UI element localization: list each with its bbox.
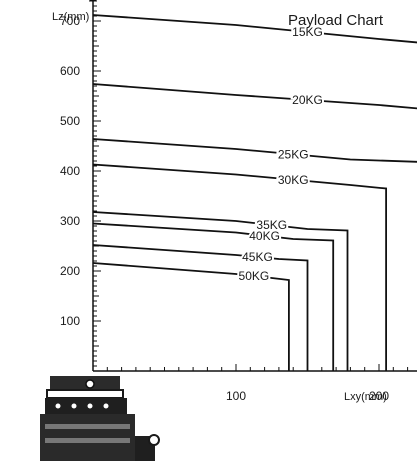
robot-base-bolt: [87, 403, 93, 409]
robot-base-ring: [46, 389, 124, 399]
chart-title: Payload Chart: [288, 12, 384, 29]
y-tick-label: 600: [60, 64, 80, 78]
x-axis-label: Lxy(mm): [344, 391, 387, 403]
series-label: 25KG: [278, 147, 309, 161]
payload-curve: [92, 163, 388, 371]
y-axis-label: Lz(mm): [52, 11, 89, 23]
axes: 100200300400500600700100200300400500: [60, 0, 417, 403]
robot-base-band: [45, 438, 130, 443]
payload-curve: [92, 138, 417, 163]
payload-curve: [92, 211, 349, 371]
series-label: 20KG: [292, 93, 323, 107]
y-tick-label: 200: [60, 264, 80, 278]
series-label: 30KG: [278, 173, 309, 187]
series-label: 40KG: [249, 229, 280, 243]
robot-base-tool-center: [85, 379, 95, 389]
robot-base-flange: [45, 398, 127, 414]
payload-curve: [92, 14, 417, 44]
robot-base-bolt: [71, 403, 77, 409]
robot-base-body: [40, 414, 135, 461]
series-label: 35KG: [256, 218, 287, 232]
y-tick-label: 700: [60, 14, 80, 28]
robot-base-connector-port: [148, 434, 160, 446]
y-tick-label: 300: [60, 214, 80, 228]
series-label: 15KG: [292, 25, 323, 39]
robot-base-band: [45, 424, 130, 429]
payload-curve: [92, 83, 417, 110]
payload-curve: [92, 244, 309, 371]
y-tick-label: 400: [60, 164, 80, 178]
y-axis-arrow: [89, 0, 97, 2]
y-tick-label: 100: [60, 314, 80, 328]
robot-base-cap: [50, 376, 120, 392]
x-tick-label: 200: [369, 389, 389, 403]
y-tick-label: 500: [60, 114, 80, 128]
series-label: 50KG: [239, 269, 270, 283]
payload-curve: [92, 262, 290, 371]
robot-base-bolt: [103, 403, 109, 409]
robot-base-illustration: [40, 376, 160, 461]
series-label: 45KG: [242, 250, 273, 264]
payload-curve: [92, 222, 335, 371]
robot-base-bolt: [55, 403, 61, 409]
chart-labels: Payload Chart Lz(mm) Lxy(mm): [52, 11, 387, 403]
x-tick-label: 100: [226, 389, 246, 403]
